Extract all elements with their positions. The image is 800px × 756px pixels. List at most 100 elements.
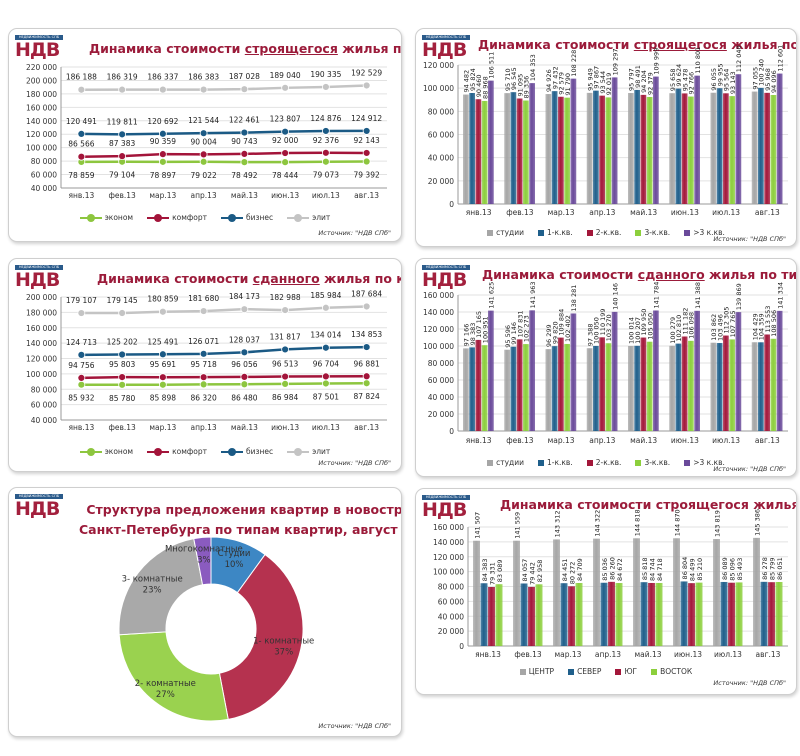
bar [523,344,529,431]
bar-value-label: 95 596 [504,325,512,348]
bar-value-label: 85 096 [728,558,736,581]
legend-label: 3-к.кв. [644,228,671,237]
data-label: 95 803 [109,360,135,369]
bar [560,583,568,646]
data-point [158,85,167,94]
bar [640,94,647,204]
logo-tagline: НЕДВИЖИМОСТЬ СПБ [15,494,63,499]
data-point [158,157,167,166]
chart-canvas: 0 20 000 40 000 60 000 80 000 100 000 120 000 1… [433,509,788,659]
data-label: 95 691 [150,360,176,369]
data-point [362,379,371,388]
bar [611,77,618,204]
legend-item: 2-к.кв. [586,458,621,467]
x-tick-label: апр.13 [589,436,615,445]
bar-value-label: 107 765 [729,311,737,338]
data-point [118,350,127,359]
chart-panel-supply-structure: НЕДВИЖИМОСТЬ СПБ НДВ Структура предложения… [8,487,402,737]
data-label: 78 897 [150,171,176,180]
bar [640,337,647,431]
data-label: 179 107 [66,296,97,305]
bar-value-label: 86 089 [721,557,729,580]
x-tick-label: апр.13 [595,650,621,659]
series-line [81,345,367,357]
bar [688,96,694,204]
bar [751,91,758,204]
bar-value-label: 98 491 [634,65,642,88]
bar [710,342,717,431]
legend-label: элит [312,213,331,222]
bar-value-label: 141 784 [653,282,661,309]
bar [545,94,552,204]
bar-value-label: 96 545 [510,67,518,90]
bar [770,95,777,204]
x-tick-label: мар.13 [149,423,176,432]
series-line [81,375,367,380]
bar-value-label: 102 273 [523,315,531,342]
legend-item: бизнес [221,213,273,222]
y-tick-label: 180 000 [26,308,57,317]
data-label: 96 513 [272,360,298,369]
bar-value-label: 79 442 [528,562,536,585]
bar-value-label: 141 559 [513,512,521,539]
bar [600,582,608,646]
data-point [362,127,371,135]
bar-value-label: 95 658 [669,68,677,91]
data-label: 181 680 [188,294,219,303]
donut-slice [118,538,204,636]
logo-tagline: НЕДВИЖИМОСТЬ СПБ [15,35,63,40]
data-point [281,127,290,136]
source-note: Источник: "НДВ СПб" [318,229,391,237]
data-label: 179 145 [107,296,138,305]
data-label: 79 392 [354,171,380,180]
logo-tagline: НЕДВИЖИМОСТЬ СПБ [422,265,470,270]
data-point [362,81,371,90]
data-point [321,379,330,388]
bar [675,343,682,431]
x-tick-label: фев.13 [108,191,136,200]
bar [729,339,735,431]
bar [551,91,558,204]
legend-label: бизнес [246,213,274,222]
bar [758,87,764,204]
bar [776,73,783,204]
x-tick-label: мар.13 [555,650,582,659]
data-point [240,149,249,158]
chart-title-emphasis: сданного [252,271,320,286]
slice-label: Студии [218,549,251,559]
data-point [321,303,330,312]
chart-title: Динамика стоимости строящегося жилья по … [478,37,796,52]
bar-value-label: 94 204 [640,70,648,93]
bar-value-label: 110 801 [694,47,702,74]
legend-label: >3 к.кв. [693,458,725,467]
logo-wordmark: НДВ [15,39,60,61]
bar-value-label: 100 014 [628,317,636,344]
bar-value-label: 93 143 [729,71,737,94]
bar-value-label: 92 766 [688,72,696,95]
legend-square-marker-icon [519,668,526,675]
data-point [321,148,330,157]
data-label: 131 817 [270,332,301,341]
data-label: 126 071 [188,337,219,346]
data-label: 123 807 [270,115,301,124]
chart-title-prefix: Динамика стоимости [478,37,634,52]
bar [608,581,615,646]
data-label: 182 988 [270,293,301,302]
ndv-logo: НЕДВИЖИМОСТЬ СПБ НДВ [422,265,470,290]
bar [723,93,729,204]
logo-wordmark: НДВ [422,39,467,61]
legend-item: СЕВЕР [568,667,601,676]
chart-title: Динамика стоимости строящегося жилья по … [500,497,796,512]
data-label: 86 984 [272,393,298,402]
slice-label: 2- комнатные [135,679,196,689]
ndv-logo: НЕДВИЖИМОСТЬ СПБ НДВ [15,265,63,290]
data-point [240,373,249,381]
bar-value-label: 103 862 [710,314,718,341]
bar [669,345,675,431]
bar [776,310,783,431]
data-label: 120 491 [66,117,97,126]
data-point [321,157,330,166]
legend-label: ЦЕНТР [528,667,555,676]
bar [675,88,682,204]
